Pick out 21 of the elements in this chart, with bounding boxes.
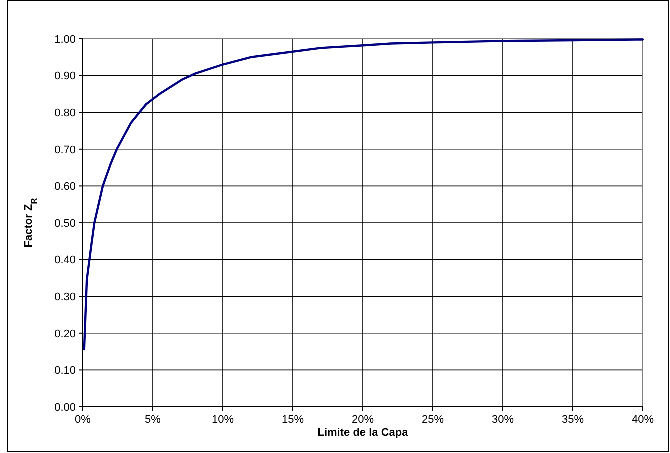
y-tick-label: 0.60 bbox=[54, 181, 76, 194]
y-tick-label: 0.40 bbox=[54, 254, 76, 267]
y-tick-label: 0.10 bbox=[54, 365, 76, 378]
y-tick-label: 1.00 bbox=[54, 34, 76, 46]
x-tick-label: 30% bbox=[492, 414, 514, 426]
y-tick-label: 0.00 bbox=[54, 402, 76, 414]
y-tick-label: 0.90 bbox=[54, 70, 76, 83]
x-tick-label: 10% bbox=[212, 414, 234, 426]
y-tick-label: 0.80 bbox=[54, 107, 76, 120]
x-tick-label: 5% bbox=[145, 414, 162, 426]
y-tick-label: 0.50 bbox=[54, 218, 76, 230]
x-tick-label: 35% bbox=[562, 414, 584, 426]
y-tick-label: 0.30 bbox=[54, 291, 76, 304]
x-tick-label: 20% bbox=[352, 414, 374, 426]
y-tick-label: 0.20 bbox=[54, 328, 76, 340]
x-tick-label: 15% bbox=[282, 414, 304, 426]
x-tick-label: 0% bbox=[75, 414, 92, 426]
x-tick-label: 25% bbox=[422, 414, 444, 426]
y-tick-label: 0.70 bbox=[54, 144, 76, 156]
x-axis-title: Limite de la Capa bbox=[318, 427, 410, 439]
x-tick-label: 40% bbox=[632, 414, 654, 426]
